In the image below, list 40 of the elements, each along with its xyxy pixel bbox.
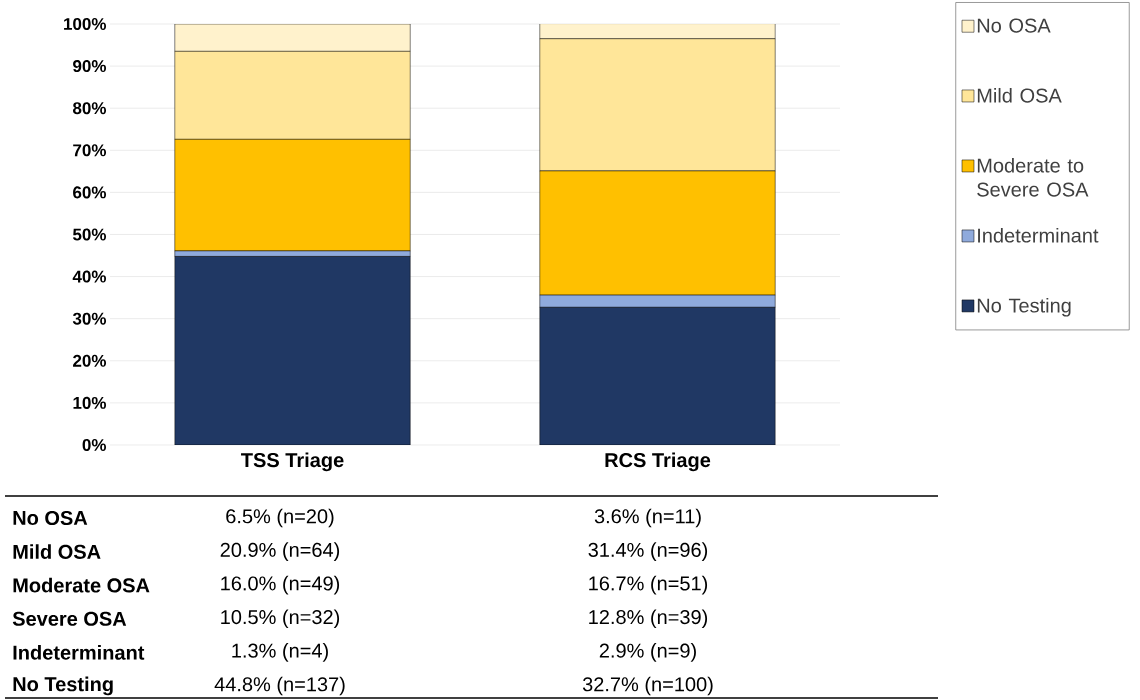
bar [539, 307, 776, 445]
text: 16.0% (n=49) [221, 575, 340, 595]
text: Mild OSA [13, 544, 101, 559]
text: 6.5% (n=20) [226, 508, 334, 528]
text: 20.9% (n=64) [220, 542, 340, 561]
text: 31.4% (n=96) [588, 542, 708, 561]
bar [539, 23, 776, 39]
bar [174, 23, 411, 52]
y-tick-label: 80% [72, 102, 107, 115]
bar [174, 256, 411, 445]
y-tick-label: 0% [82, 438, 107, 452]
legend-label: Indeterminant [978, 227, 1099, 243]
y-tick-label: 20% [73, 354, 107, 367]
text: 2.9% (n=9) [599, 643, 696, 662]
y-tick-label: 70% [73, 144, 107, 157]
y-tick-label: 100% [64, 17, 107, 31]
legend-label: No Testing [977, 297, 1071, 317]
y-tick-label: 10% [73, 396, 107, 409]
y-tick-label: 50% [72, 228, 107, 241]
text: 3.6% (n=11) [594, 508, 701, 528]
x-tick-label: RCS Triage [605, 452, 711, 472]
text: Severe OSA [12, 611, 127, 626]
legend-label: Moderate to Severe OSA [977, 157, 1089, 197]
text: Indeterminant [13, 645, 145, 660]
legend-label: No OSA [977, 18, 1051, 33]
text: 44.8% (n=137) [214, 676, 345, 696]
text: Moderate OSA [13, 577, 150, 593]
text: No Testing [13, 676, 113, 696]
y-tick-label: 30% [72, 312, 107, 325]
y-tick-label: 60% [73, 186, 107, 199]
text: 32.7% (n=100) [582, 676, 713, 696]
text: 10.5% (n=32) [221, 609, 340, 629]
y-tick-label: 40% [72, 270, 107, 283]
text: 1.3% (n=4) [232, 643, 328, 662]
text: 12.8% (n=39) [589, 609, 708, 629]
y-tick-label: 90% [73, 60, 107, 73]
text: No OSA [13, 510, 88, 526]
text: 16.7% (n=51) [589, 575, 708, 595]
legend-label: Mild OSA [977, 87, 1062, 103]
x-tick-label: TSS Triage [241, 452, 344, 472]
